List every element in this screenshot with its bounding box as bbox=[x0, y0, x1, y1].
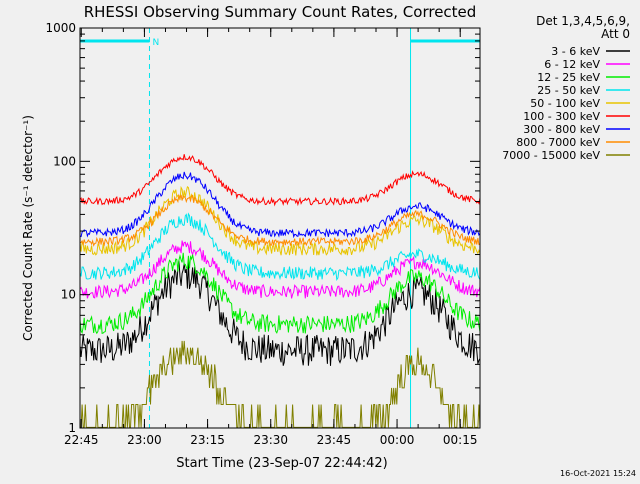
series-line-2 bbox=[79, 252, 481, 335]
legend-label-7: 800 - 7000 keV bbox=[516, 136, 600, 149]
x-tick-label: 00:15 bbox=[443, 433, 478, 447]
series-line-6 bbox=[79, 171, 481, 239]
y-tick-label: 10 bbox=[61, 288, 76, 302]
series-line-1 bbox=[79, 240, 481, 299]
legend-header-line-1: Det 1,3,4,5,6,9, bbox=[536, 14, 630, 28]
series-line-5 bbox=[79, 154, 481, 207]
footer-timestamp: 16-Oct-2021 15:24 bbox=[560, 469, 636, 478]
x-axis-label: Start Time (23-Sep-07 22:44:42) bbox=[176, 456, 387, 471]
series-line-0 bbox=[79, 260, 481, 366]
night-marker-label: N bbox=[152, 38, 159, 48]
plot-area: N bbox=[79, 28, 481, 428]
series-line-8 bbox=[80, 340, 481, 428]
x-tick-label: 23:15 bbox=[190, 433, 225, 447]
legend-label-6: 300 - 800 keV bbox=[523, 123, 600, 136]
x-tick-label: 22:45 bbox=[64, 433, 99, 447]
legend-label-5: 100 - 300 keV bbox=[523, 110, 600, 123]
legend-header-line-2: Att 0 bbox=[601, 27, 630, 41]
plot-frame bbox=[79, 27, 481, 429]
series-line-4 bbox=[79, 185, 481, 256]
x-tick-label: 23:00 bbox=[127, 433, 162, 447]
chart-title: RHESSI Observing Summary Count Rates, Co… bbox=[84, 3, 477, 21]
y-tick-label: 1 bbox=[68, 421, 76, 435]
legend-label-2: 12 - 25 keV bbox=[537, 71, 600, 84]
x-tick-label: 23:30 bbox=[253, 433, 288, 447]
series-line-3 bbox=[79, 212, 481, 281]
y-tick-label: 1000 bbox=[45, 21, 76, 35]
legend-label-8: 7000 - 15000 keV bbox=[502, 149, 600, 162]
x-tick-label: 00:00 bbox=[380, 433, 415, 447]
legend-label-0: 3 - 6 keV bbox=[551, 45, 600, 58]
y-axis-label: Corrected Count Rate (s⁻¹ detector⁻¹) bbox=[21, 115, 35, 341]
legend-label-4: 50 - 100 keV bbox=[530, 97, 600, 110]
series-line-7 bbox=[79, 193, 481, 247]
legend-label-1: 6 - 12 keV bbox=[544, 58, 600, 71]
x-tick-label: 23:45 bbox=[317, 433, 352, 447]
y-tick-label: 100 bbox=[53, 154, 76, 168]
legend-label-3: 25 - 50 keV bbox=[537, 84, 600, 97]
axes: 1 10 100 1000 22:45 23:00 23:15 23:30 23:45 00:00… bbox=[45, 21, 481, 447]
